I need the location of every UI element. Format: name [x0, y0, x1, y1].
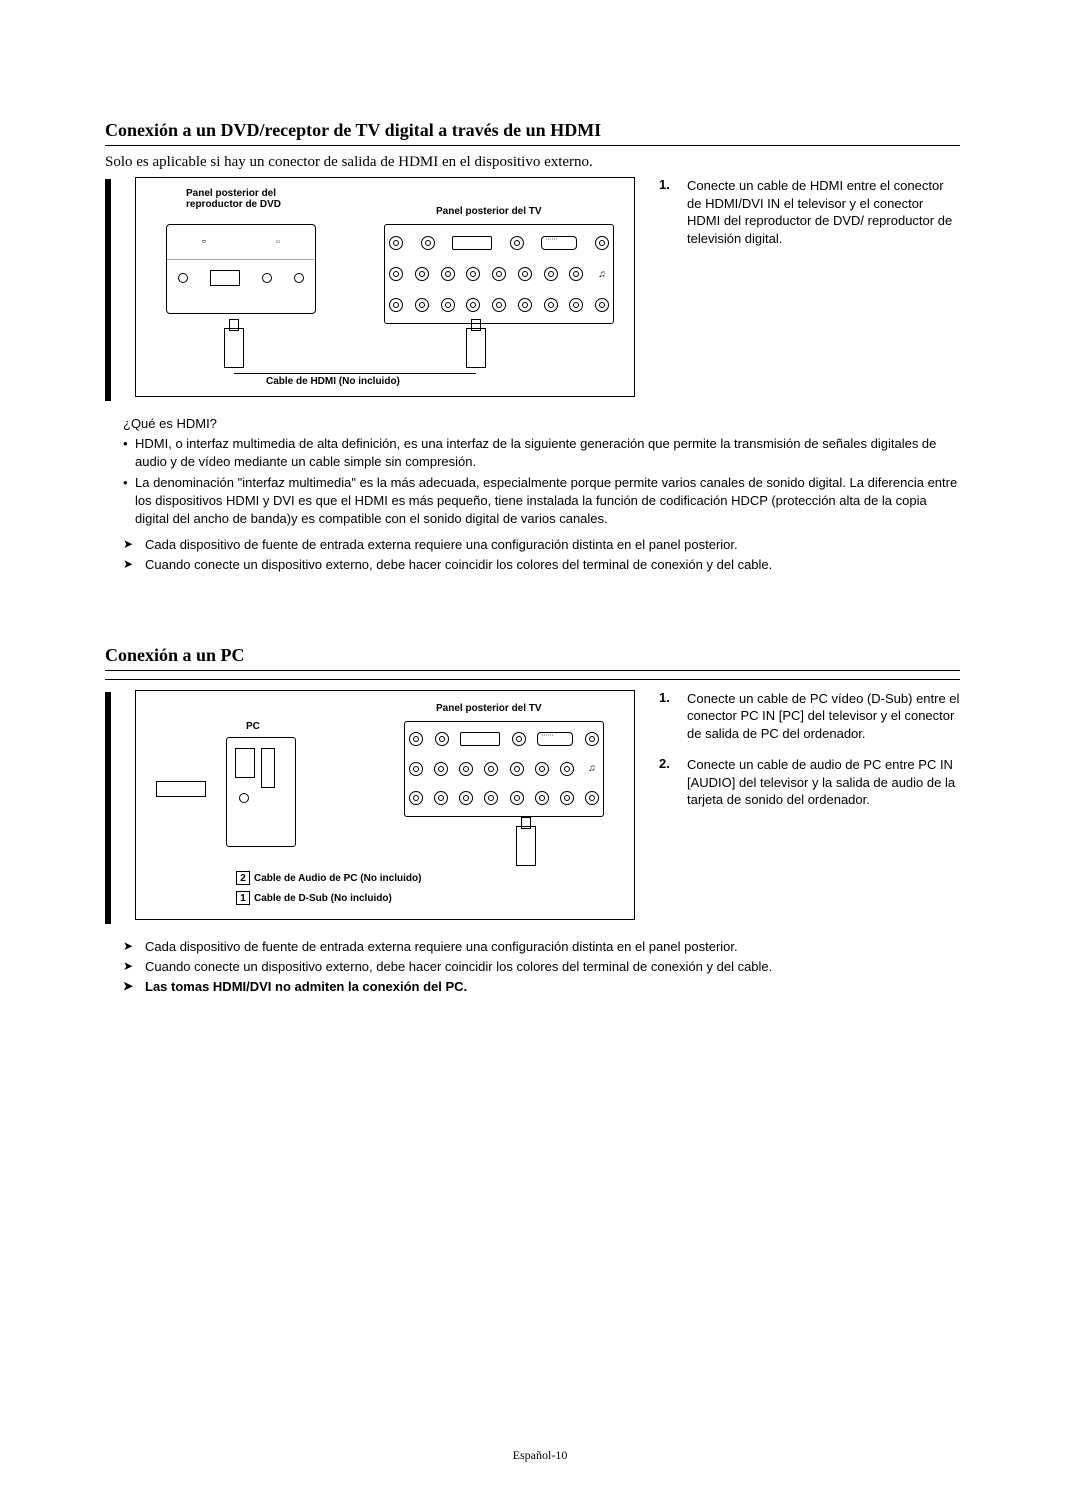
content-row: Panel posterior del reproductor de DVD P…: [105, 177, 960, 401]
headphone-icon: ♫: [585, 762, 599, 776]
steps-col: 1. Conecte un cable de PC vídeo (D-Sub) …: [659, 690, 960, 924]
step-number: 1.: [659, 690, 677, 743]
arrow-item-bold: Las tomas HDMI/DVI no admiten la conexió…: [123, 978, 960, 996]
content-row: Panel posterior del TV PC ♫: [105, 690, 960, 924]
arrow-list: Cada dispositivo de fuente de entrada ex…: [123, 536, 960, 574]
arrow-item: Cada dispositivo de fuente de entrada ex…: [123, 938, 960, 956]
cable-audio-label: 2Cable de Audio de PC (No incluido): [236, 871, 421, 885]
hdmi-connector-right: [466, 328, 486, 368]
page-footer: Español-10: [0, 1448, 1080, 1463]
tv-panel-label: Panel posterior del TV: [436, 206, 542, 217]
section-title: Conexión a un DVD/receptor de TV digital…: [105, 120, 960, 141]
dvd-device-diagram: ⬭▭: [166, 224, 316, 314]
notes-title: ¿Qué es HDMI?: [123, 415, 960, 433]
figure-hdmi: Panel posterior del reproductor de DVD P…: [135, 177, 635, 397]
hdmi-connector-left: [224, 328, 244, 368]
arrow-item: Cada dispositivo de fuente de entrada ex…: [123, 536, 960, 554]
intro-text: Solo es aplicable si hay un conector de …: [105, 154, 960, 171]
step-number: 2.: [659, 756, 677, 809]
dsub-connector: [516, 826, 536, 866]
steps-col: 1. Conecte un cable de HDMI entre el con…: [659, 177, 960, 401]
step-item: 2. Conecte un cable de audio de PC entre…: [659, 756, 960, 809]
bullet-item: La denominación "interfaz multimedia" es…: [123, 474, 960, 529]
dvd-panel-label: Panel posterior del reproductor de DVD: [186, 188, 281, 210]
step-text: Conecte un cable de PC vídeo (D-Sub) ent…: [687, 690, 960, 743]
tv-panel-diagram: ♫: [404, 721, 604, 817]
cable-line: [234, 373, 476, 374]
section-title: Conexión a un PC: [105, 645, 960, 666]
cable-hdmi-label: Cable de HDMI (No incluido): [266, 376, 400, 387]
section-header: Conexión a un PC: [105, 645, 960, 671]
figure-pc: Panel posterior del TV PC ♫: [135, 690, 635, 920]
notes-block: ¿Qué es HDMI? HDMI, o interfaz multimedi…: [105, 415, 960, 575]
step-item: 1. Conecte un cable de HDMI entre el con…: [659, 177, 960, 247]
pc-device-label: PC: [246, 721, 260, 732]
notes-block: Cada dispositivo de fuente de entrada ex…: [105, 938, 960, 997]
accent-bar: [105, 692, 111, 924]
section-pc: Conexión a un PC Panel posterior del TV …: [105, 645, 960, 997]
arrow-item: Cuando conecte un dispositivo externo, d…: [123, 958, 960, 976]
step-text: Conecte un cable de audio de PC entre PC…: [687, 756, 960, 809]
section-header: Conexión a un DVD/receptor de TV digital…: [105, 120, 960, 146]
pc-device-diagram: [226, 737, 296, 847]
headphone-icon: ♫: [595, 267, 609, 281]
bullet-item: HDMI, o interfaz multimedia de alta defi…: [123, 435, 960, 471]
bullet-list: HDMI, o interfaz multimedia de alta defi…: [123, 435, 960, 528]
arrow-list: Cada dispositivo de fuente de entrada ex…: [123, 938, 960, 997]
step-text: Conecte un cable de HDMI entre el conect…: [687, 177, 960, 247]
audio-connector: [156, 781, 206, 797]
tv-panel-label: Panel posterior del TV: [436, 703, 542, 714]
accent-bar: [105, 179, 111, 401]
divider: [105, 679, 960, 680]
cable-dsub-label: 1Cable de D-Sub (No incluido): [236, 891, 392, 905]
arrow-item: Cuando conecte un dispositivo externo, d…: [123, 556, 960, 574]
tv-panel-diagram: ♫: [384, 224, 614, 324]
cable-number-2: 2: [236, 871, 250, 885]
section-hdmi: Conexión a un DVD/receptor de TV digital…: [105, 120, 960, 575]
cable-number-1: 1: [236, 891, 250, 905]
step-number: 1.: [659, 177, 677, 247]
step-item: 1. Conecte un cable de PC vídeo (D-Sub) …: [659, 690, 960, 743]
